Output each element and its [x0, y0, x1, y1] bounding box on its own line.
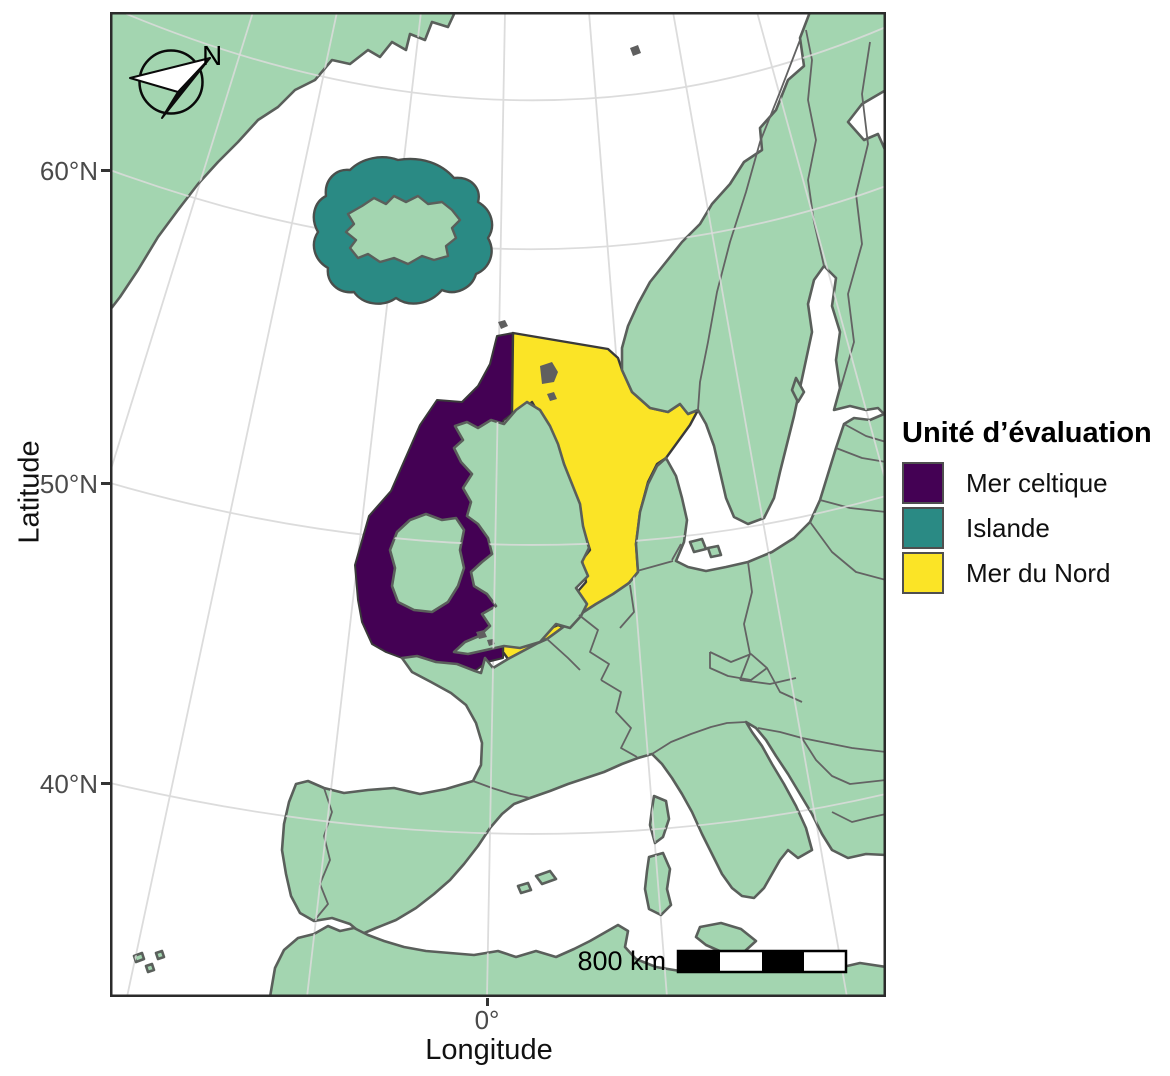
legend-label-north-sea: Mer du Nord — [966, 557, 1111, 588]
country-borders — [313, 29, 886, 922]
legend-swatch-north-sea — [902, 552, 944, 594]
legend-swatch-iceland — [902, 507, 944, 549]
legend-item-iceland: Islande — [902, 507, 1167, 549]
x-tick-label-0deg: 0° — [474, 1005, 500, 1035]
y-tick-label-50n: 50°N — [39, 469, 98, 499]
north-arrow-label: N — [202, 40, 223, 71]
legend-label-iceland: Islande — [966, 512, 1050, 543]
iceland-island — [344, 194, 462, 266]
legend-label-celtic-sea: Mer celtique — [966, 467, 1108, 498]
y-tick-50n — [101, 482, 110, 485]
y-axis-title: Latitude — [13, 440, 46, 544]
legend-title: Unité d’évaluation — [902, 417, 1152, 449]
y-tick-label-60n: 60°N — [39, 156, 98, 186]
x-axis-title: Longitude — [425, 1034, 553, 1066]
map-panel: N 800 km — [110, 12, 886, 997]
north-arrow-icon — [129, 49, 211, 119]
x-tick-0deg — [486, 998, 489, 1006]
y-tick-label-40n: 40°N — [39, 769, 98, 799]
scale-bar — [676, 949, 848, 974]
legend-item-celtic-sea: Mer celtique — [902, 462, 1167, 504]
scale-bar-label: 800 km — [577, 946, 666, 976]
y-tick-60n — [101, 169, 110, 172]
legend-item-north-sea: Mer du Nord — [902, 552, 1167, 594]
panel-border — [110, 12, 886, 997]
map-canvas — [110, 12, 886, 997]
legend-swatch-celtic-sea — [902, 462, 944, 504]
legend: Unité d’évaluation Mer celtique Islande … — [902, 417, 1167, 597]
y-tick-40n — [101, 782, 110, 785]
